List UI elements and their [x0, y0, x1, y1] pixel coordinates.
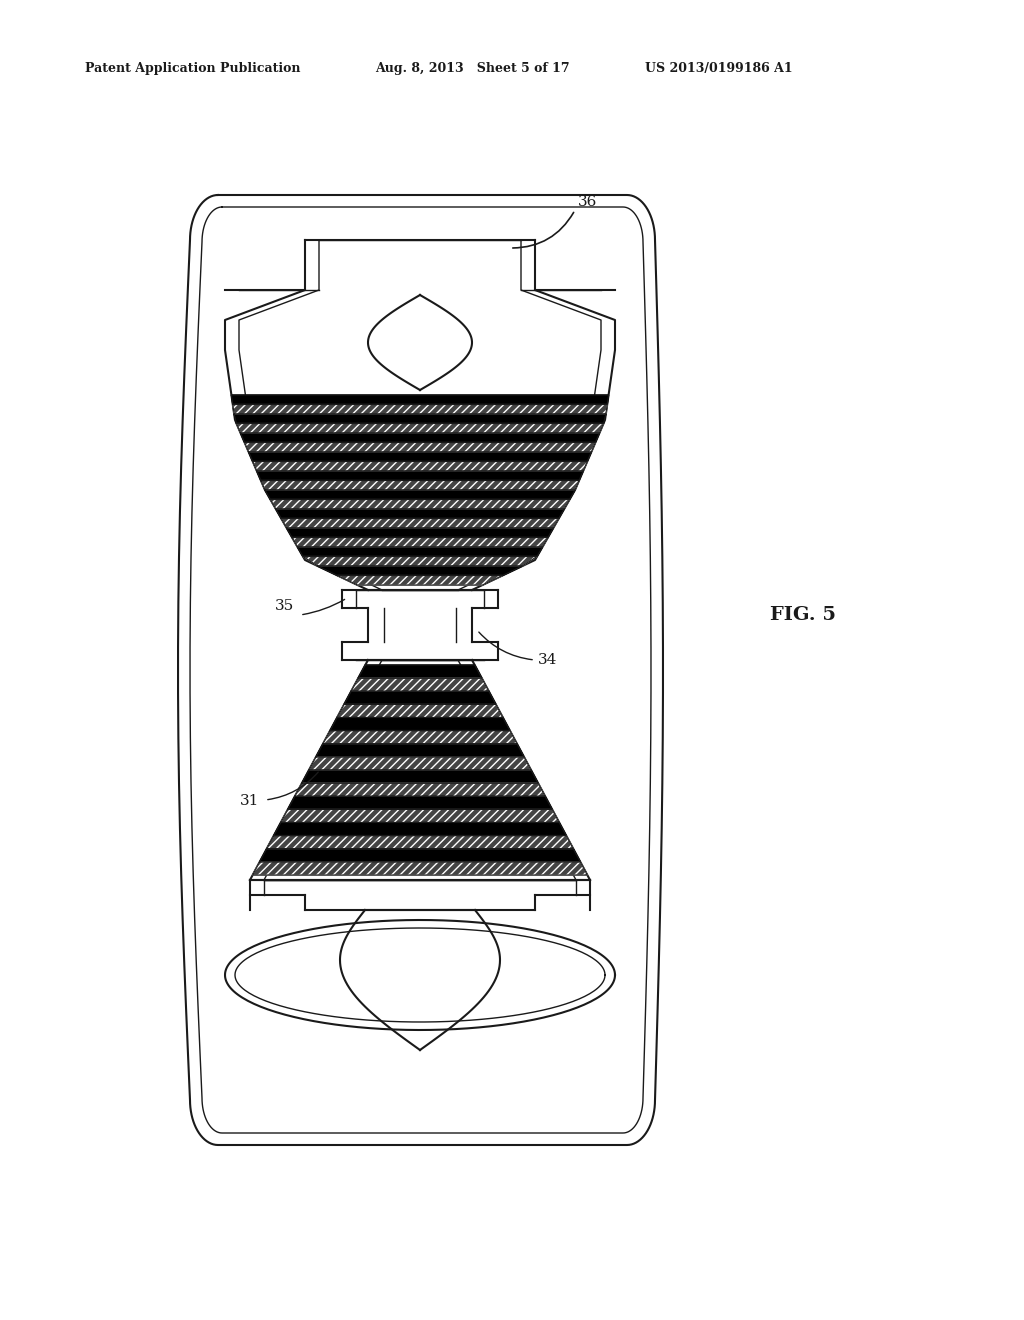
- Polygon shape: [253, 862, 588, 875]
- Polygon shape: [324, 731, 517, 743]
- Polygon shape: [260, 849, 581, 862]
- Text: Aug. 8, 2013   Sheet 5 of 17: Aug. 8, 2013 Sheet 5 of 17: [375, 62, 569, 75]
- Polygon shape: [344, 692, 496, 705]
- Text: 35: 35: [275, 599, 294, 612]
- Polygon shape: [273, 822, 566, 836]
- Polygon shape: [295, 783, 545, 796]
- Polygon shape: [358, 665, 481, 678]
- Polygon shape: [330, 718, 510, 731]
- Polygon shape: [257, 471, 583, 480]
- Polygon shape: [288, 796, 552, 809]
- Polygon shape: [265, 490, 575, 499]
- Polygon shape: [234, 414, 606, 424]
- Polygon shape: [245, 442, 595, 451]
- Polygon shape: [237, 424, 603, 433]
- Text: 31: 31: [240, 795, 259, 808]
- Polygon shape: [302, 770, 538, 783]
- Polygon shape: [231, 395, 608, 404]
- Polygon shape: [249, 451, 591, 462]
- Polygon shape: [275, 510, 564, 519]
- Polygon shape: [270, 499, 569, 510]
- Polygon shape: [241, 433, 599, 442]
- Polygon shape: [309, 756, 531, 770]
- Text: 34: 34: [538, 653, 557, 667]
- Text: Patent Application Publication: Patent Application Publication: [85, 62, 300, 75]
- Polygon shape: [317, 566, 522, 576]
- Text: US 2013/0199186 A1: US 2013/0199186 A1: [645, 62, 793, 75]
- Polygon shape: [282, 519, 559, 528]
- Polygon shape: [298, 546, 543, 557]
- Polygon shape: [292, 537, 548, 546]
- Polygon shape: [337, 705, 503, 718]
- Polygon shape: [281, 809, 559, 822]
- Polygon shape: [316, 743, 524, 756]
- Text: FIG. 5: FIG. 5: [770, 606, 836, 624]
- Polygon shape: [287, 528, 553, 537]
- Polygon shape: [303, 557, 537, 566]
- Polygon shape: [253, 462, 587, 471]
- Polygon shape: [261, 480, 579, 490]
- Polygon shape: [232, 404, 607, 414]
- Polygon shape: [351, 678, 488, 692]
- Text: 36: 36: [578, 195, 597, 209]
- Polygon shape: [338, 576, 503, 585]
- Polygon shape: [267, 836, 573, 849]
